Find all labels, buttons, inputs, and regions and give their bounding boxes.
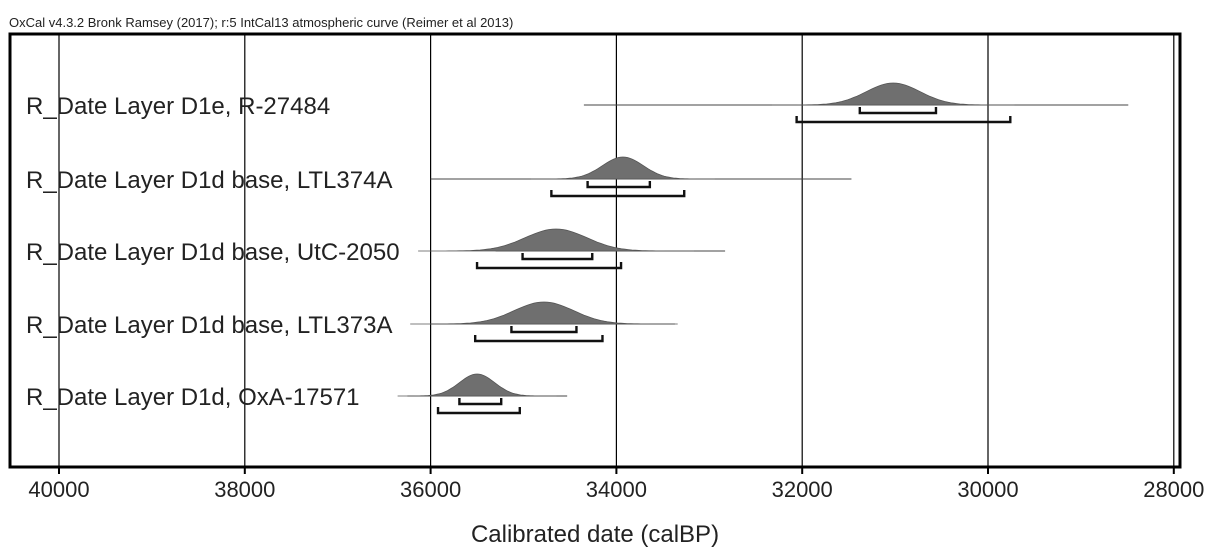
x-tick-label: 34000 bbox=[586, 477, 647, 502]
x-axis-ticks: 40000 38000 36000 34000 32000 30000 28000 bbox=[28, 467, 1204, 502]
x-tick-label: 38000 bbox=[214, 477, 275, 502]
distribution-curve bbox=[772, 82, 1015, 106]
x-tick-label: 28000 bbox=[1143, 477, 1204, 502]
range-68-bracket bbox=[858, 107, 938, 115]
series-group: R_Date Layer D1e, R-27484 R_Date Layer D1… bbox=[26, 82, 1129, 415]
plot-frame bbox=[8, 32, 1182, 469]
range-95-bracket bbox=[475, 262, 623, 270]
distribution-curve bbox=[397, 373, 557, 397]
range-95-bracket bbox=[795, 116, 1012, 124]
x-axis-label: Calibrated date (calBP) bbox=[471, 521, 719, 548]
range-68-bracket bbox=[521, 253, 594, 261]
range-95-bracket bbox=[473, 335, 604, 343]
distribution-curve bbox=[418, 228, 694, 252]
series-label: R_Date Layer D1e, R-27484 bbox=[26, 93, 330, 120]
series-row: R_Date Layer D1d base, LTL374A bbox=[26, 156, 852, 198]
range-68-bracket bbox=[586, 181, 652, 189]
x-tick-label: 36000 bbox=[400, 477, 461, 502]
series-label: R_Date Layer D1d, OxA-17571 bbox=[26, 384, 360, 411]
x-tick-label: 40000 bbox=[28, 477, 89, 502]
distribution-curve bbox=[530, 156, 715, 180]
series-row: R_Date Layer D1d base, LTL373A bbox=[26, 301, 678, 343]
distribution-curve bbox=[410, 301, 678, 325]
chart-header: OxCal v4.3.2 Bronk Ramsey (2017); r:5 In… bbox=[9, 15, 513, 30]
range-95-bracket bbox=[550, 190, 686, 198]
grid-lines bbox=[58, 35, 1175, 466]
series-row: R_Date Layer D1d base, UtC-2050 bbox=[26, 228, 726, 270]
x-tick-label: 32000 bbox=[772, 477, 833, 502]
range-68-bracket bbox=[458, 398, 503, 406]
series-row: R_Date Layer D1d, OxA-17571 bbox=[26, 373, 568, 415]
range-95-bracket bbox=[436, 407, 521, 415]
series-row: R_Date Layer D1e, R-27484 bbox=[26, 82, 1129, 124]
series-label: R_Date Layer D1d base, LTL373A bbox=[26, 312, 392, 339]
range-68-bracket bbox=[510, 326, 578, 334]
x-tick-label: 30000 bbox=[957, 477, 1018, 502]
series-label: R_Date Layer D1d base, LTL374A bbox=[26, 167, 392, 194]
series-label: R_Date Layer D1d base, UtC-2050 bbox=[26, 239, 400, 266]
